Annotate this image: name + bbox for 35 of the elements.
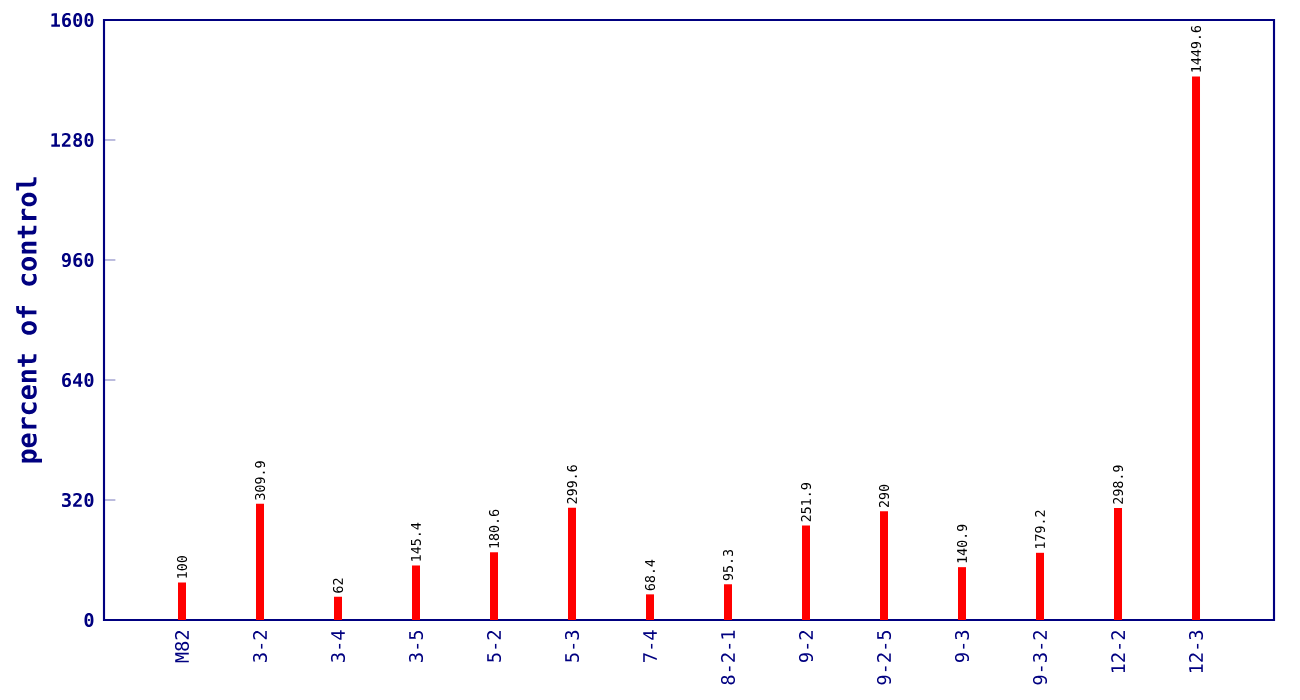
bar	[802, 525, 810, 620]
x-tick-label: 12-3	[1188, 630, 1204, 673]
bar	[958, 567, 966, 620]
bar	[1192, 76, 1201, 620]
x-tick-label: 12-2	[1111, 631, 1125, 673]
bar	[1036, 552, 1045, 620]
x-tick-label: 9-3-2	[1032, 631, 1048, 685]
bar	[568, 507, 576, 620]
x-tick-label: 3-2	[252, 631, 268, 662]
x-tick-label: 9-2	[798, 631, 814, 662]
y-tick-label: 1280	[51, 132, 94, 148]
y-tick-label: 960	[61, 252, 94, 268]
y-axis-title: percent of control	[16, 177, 42, 463]
bar	[880, 511, 888, 620]
bar	[490, 552, 499, 620]
x-tick-label: M82	[174, 631, 190, 663]
y-tick-label: 320	[61, 492, 94, 508]
bar	[646, 594, 654, 620]
bar	[256, 503, 265, 620]
x-tick-label: 8-2-1	[720, 630, 736, 685]
bar	[412, 565, 421, 620]
bar	[178, 582, 187, 620]
bar	[724, 584, 732, 620]
x-tick-label: 3-4	[330, 630, 346, 662]
x-tick-label: 9-2-5	[876, 630, 892, 685]
y-tick-label: 0	[84, 612, 94, 628]
y-tick-label: 1600	[51, 12, 94, 28]
x-tick-label: 7-4	[643, 630, 657, 662]
x-tick-label: 9-3	[954, 630, 970, 662]
x-tick-label: 3-5	[408, 630, 424, 662]
x-tick-label: 5-2	[486, 631, 502, 662]
bar	[334, 596, 343, 620]
bar	[1114, 507, 1123, 620]
x-tick-label: 5-3	[564, 630, 580, 662]
y-tick-label: 640	[62, 372, 94, 388]
